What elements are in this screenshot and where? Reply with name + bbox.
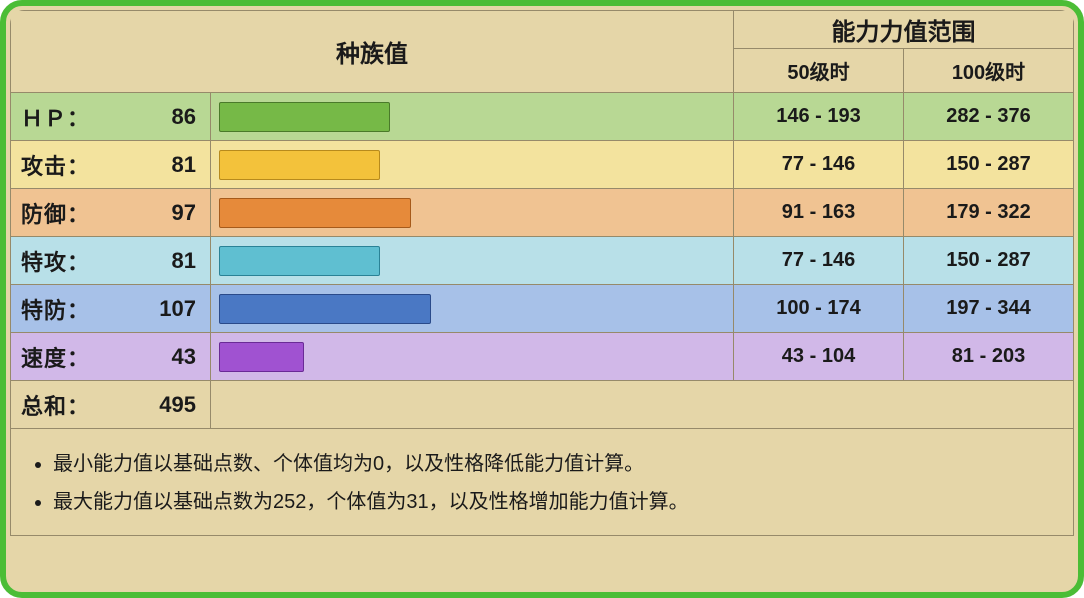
stat-label-cell: 防御： 97 bbox=[11, 189, 211, 237]
stat-range-100: 282 - 376 bbox=[904, 93, 1074, 141]
stat-bar bbox=[219, 150, 380, 180]
notes-row: 最小能力值以基础点数、个体值均为0，以及性格降低能力值计算。最大能力值以基础点数… bbox=[11, 429, 1074, 536]
header-level-100: 100级时 bbox=[904, 49, 1074, 93]
stat-bar bbox=[219, 102, 390, 132]
total-value: 495 bbox=[159, 392, 196, 418]
stat-range-100: 197 - 344 bbox=[904, 285, 1074, 333]
notes-list: 最小能力值以基础点数、个体值均为0，以及性格降低能力值计算。最大能力值以基础点数… bbox=[27, 449, 1057, 517]
header-stat-range: 能力力值范围 bbox=[734, 11, 1074, 49]
note-item: 最大能力值以基础点数为252，个体值为31，以及性格增加能力值计算。 bbox=[53, 487, 1057, 517]
stat-value: 81 bbox=[172, 152, 196, 178]
stat-range-50: 146 - 193 bbox=[734, 93, 904, 141]
notes-cell: 最小能力值以基础点数、个体值均为0，以及性格降低能力值计算。最大能力值以基础点数… bbox=[11, 429, 1074, 536]
stat-bar bbox=[219, 246, 380, 276]
stat-name: 特攻： bbox=[21, 245, 90, 277]
stat-bar-cell bbox=[211, 237, 734, 285]
stat-bar bbox=[219, 198, 411, 228]
stat-bar-cell bbox=[211, 93, 734, 141]
stat-row-defense: 防御： 97 91 - 163179 - 322 bbox=[11, 189, 1074, 237]
stat-range-50: 100 - 174 bbox=[734, 285, 904, 333]
stat-range-100: 150 - 287 bbox=[904, 237, 1074, 285]
stat-label-cell: 特防： 107 bbox=[11, 285, 211, 333]
stat-name: 特防： bbox=[21, 293, 90, 325]
total-name: 总和： bbox=[21, 389, 90, 421]
stat-label-cell: 特攻： 81 bbox=[11, 237, 211, 285]
stat-value: 107 bbox=[159, 296, 196, 322]
stat-range-100: 81 - 203 bbox=[904, 333, 1074, 381]
header-base-stats: 种族值 bbox=[11, 11, 734, 93]
stat-name: 防御： bbox=[21, 197, 90, 229]
stat-label-cell: 速度： 43 bbox=[11, 333, 211, 381]
stat-bar bbox=[219, 294, 431, 324]
stat-row-sp_def: 特防： 107 100 - 174197 - 344 bbox=[11, 285, 1074, 333]
stat-value: 97 bbox=[172, 200, 196, 226]
stat-range-100: 150 - 287 bbox=[904, 141, 1074, 189]
total-blank bbox=[211, 381, 1074, 429]
stat-value: 81 bbox=[172, 248, 196, 274]
stat-label-cell: 攻击： 81 bbox=[11, 141, 211, 189]
stat-range-100: 179 - 322 bbox=[904, 189, 1074, 237]
total-label-cell: 总和： 495 bbox=[11, 381, 211, 429]
stat-range-50: 91 - 163 bbox=[734, 189, 904, 237]
stat-range-50: 43 - 104 bbox=[734, 333, 904, 381]
stat-row-attack: 攻击： 81 77 - 146150 - 287 bbox=[11, 141, 1074, 189]
stat-bar-cell bbox=[211, 189, 734, 237]
stat-value: 86 bbox=[172, 104, 196, 130]
stat-range-50: 77 - 146 bbox=[734, 141, 904, 189]
stat-row-hp: ＨＰ： 86 146 - 193282 - 376 bbox=[11, 93, 1074, 141]
stats-card-inner: 种族值 能力力值范围 50级时 100级时 ＨＰ： 86 146 - 193282 … bbox=[10, 10, 1074, 588]
stat-row-sp_atk: 特攻： 81 77 - 146150 - 287 bbox=[11, 237, 1074, 285]
note-item: 最小能力值以基础点数、个体值均为0，以及性格降低能力值计算。 bbox=[53, 449, 1057, 479]
header-level-50: 50级时 bbox=[734, 49, 904, 93]
stat-bar-cell bbox=[211, 285, 734, 333]
stat-name: ＨＰ： bbox=[21, 101, 90, 133]
stat-name: 速度： bbox=[21, 341, 90, 373]
stat-bar-cell bbox=[211, 141, 734, 189]
stat-value: 43 bbox=[172, 344, 196, 370]
stat-label-cell: ＨＰ： 86 bbox=[11, 93, 211, 141]
stat-bar bbox=[219, 342, 304, 372]
stat-bar-cell bbox=[211, 333, 734, 381]
stat-row-speed: 速度： 43 43 - 10481 - 203 bbox=[11, 333, 1074, 381]
stat-range-50: 77 - 146 bbox=[734, 237, 904, 285]
stats-table: 种族值 能力力值范围 50级时 100级时 ＨＰ： 86 146 - 193282 … bbox=[10, 10, 1074, 536]
stat-name: 攻击： bbox=[21, 149, 90, 181]
stats-card: 种族值 能力力值范围 50级时 100级时 ＨＰ： 86 146 - 193282 … bbox=[0, 0, 1084, 598]
stat-row-total: 总和： 495 bbox=[11, 381, 1074, 429]
